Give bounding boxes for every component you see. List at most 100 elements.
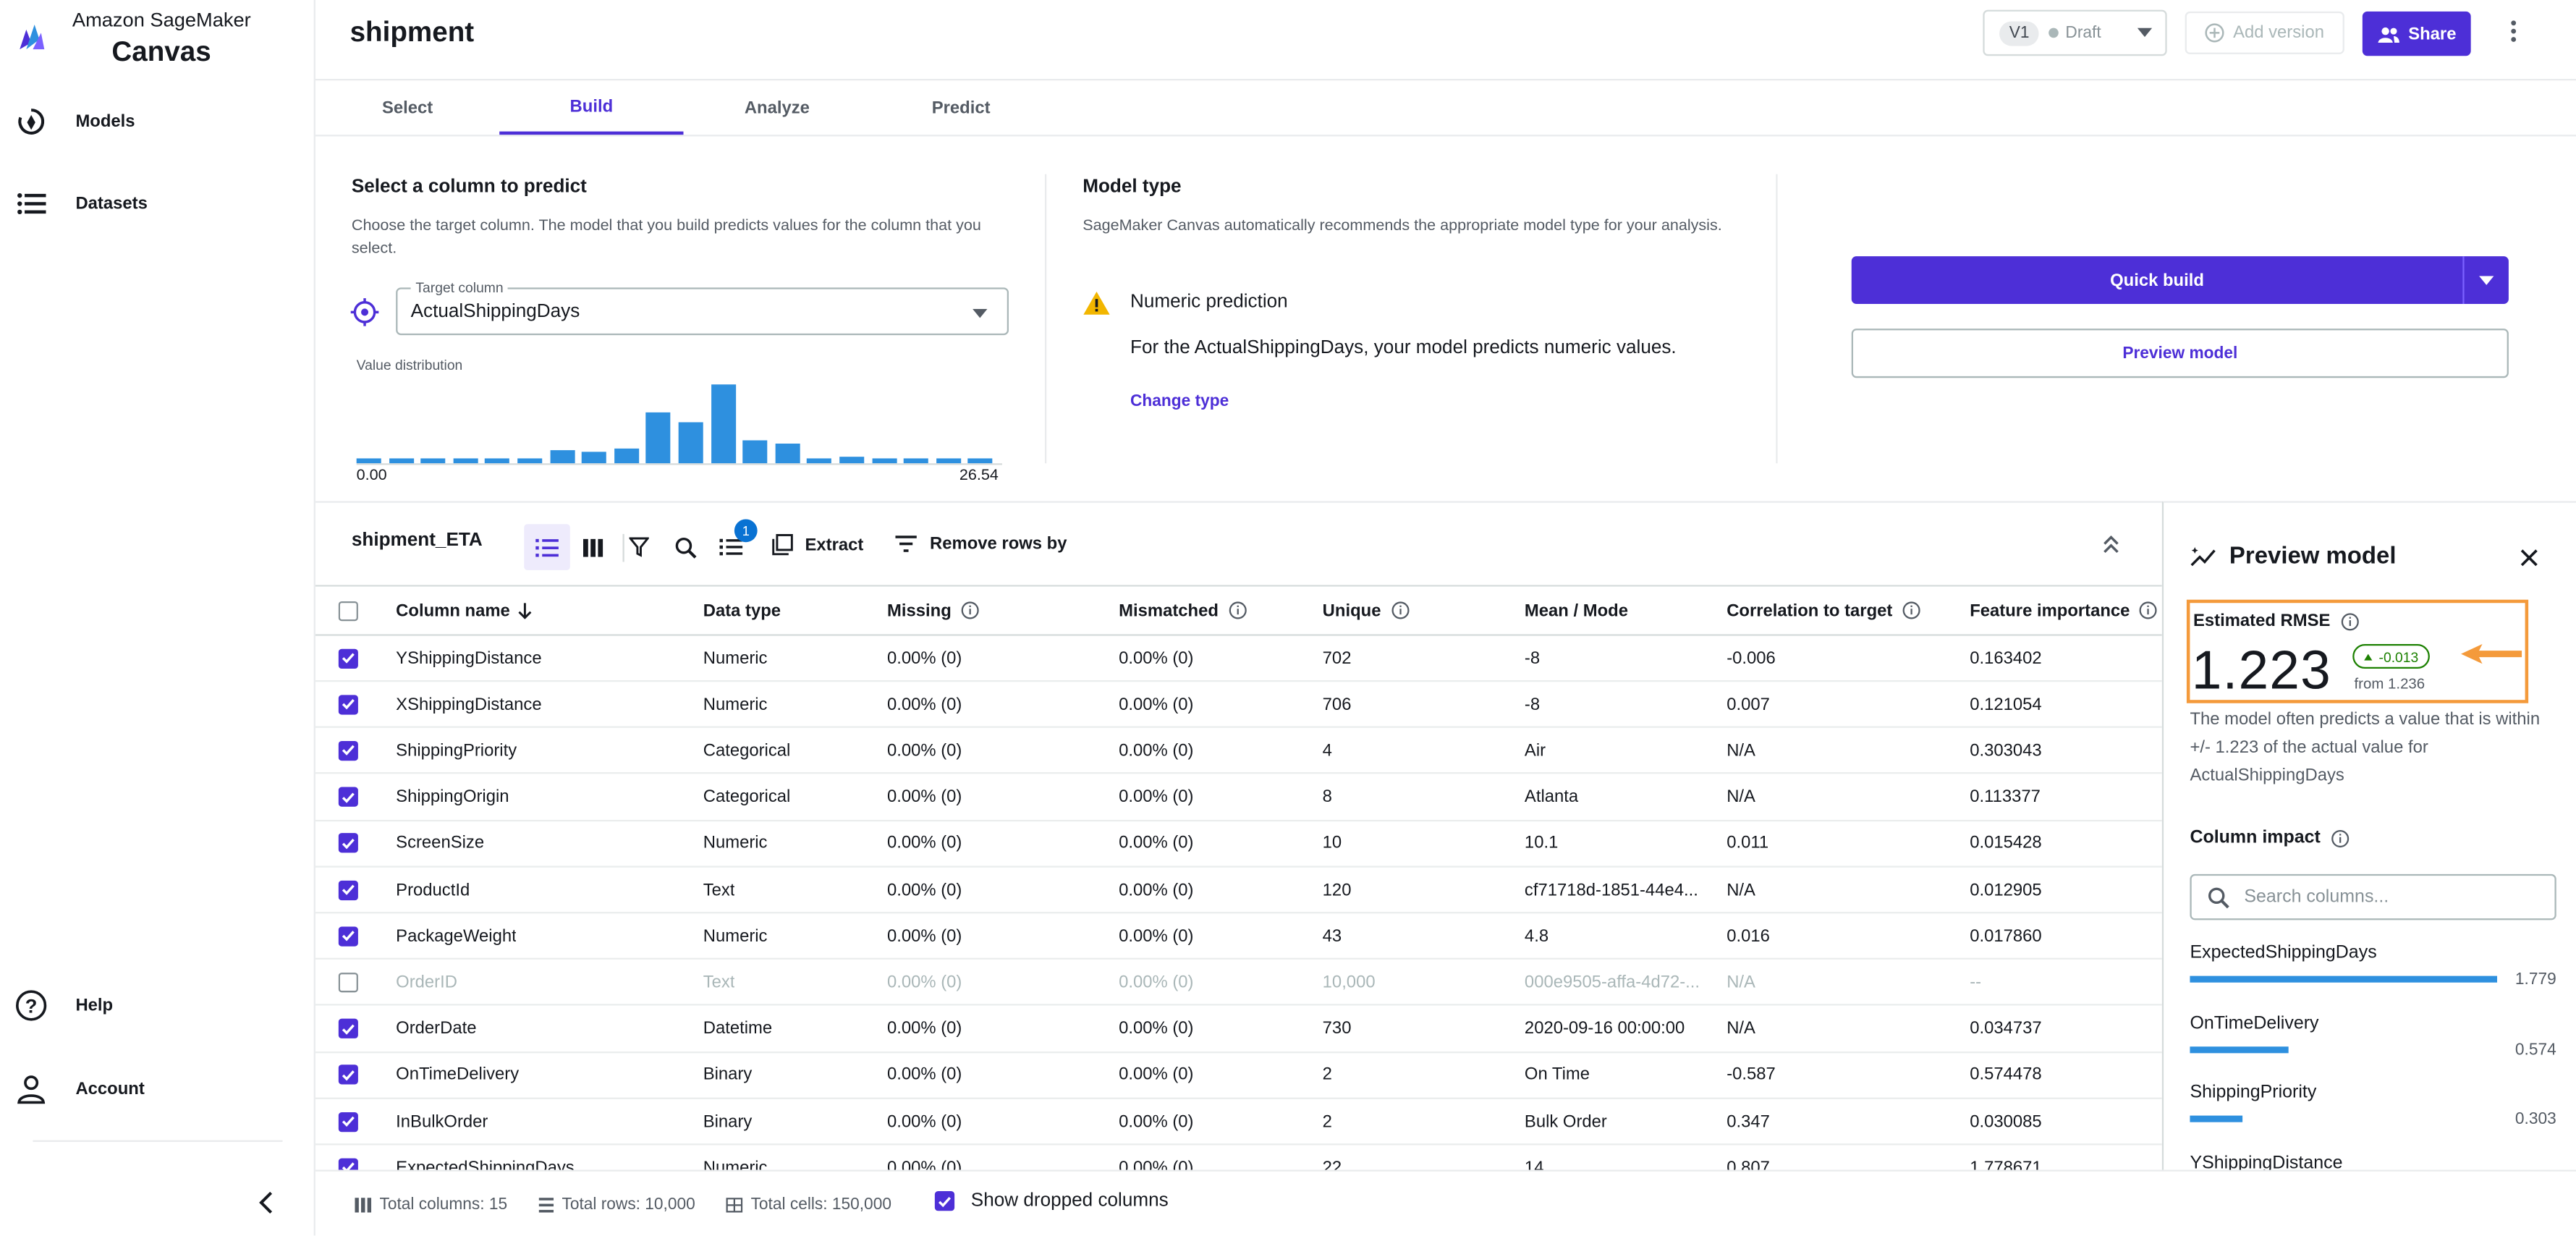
- header-col-importance[interactable]: Feature importance: [1970, 587, 2158, 635]
- checkbox-checked-icon[interactable]: [338, 787, 358, 807]
- row-select-cell[interactable]: [338, 914, 358, 958]
- grid-view-icon[interactable]: [570, 524, 617, 570]
- col-importance: 0.015428: [1970, 833, 2042, 854]
- model-type-heading: Model type: [1082, 177, 1182, 198]
- table-row[interactable]: OrderID Text 0.00% (0) 0.00% (0) 10,000 000e9…: [315, 960, 2162, 1007]
- build-options-dropdown[interactable]: [2462, 256, 2509, 305]
- row-select-cell[interactable]: [338, 1053, 358, 1097]
- header-col-name[interactable]: Column name: [396, 587, 533, 635]
- preview-model-button[interactable]: Preview model: [1851, 329, 2509, 378]
- row-select-cell[interactable]: [338, 1099, 358, 1143]
- row-select-cell[interactable]: [338, 821, 358, 865]
- col-importance: 0.012905: [1970, 879, 2042, 900]
- row-select-cell[interactable]: [338, 729, 358, 773]
- more-options-icon[interactable]: [2510, 20, 2517, 43]
- select-all-cell[interactable]: [338, 587, 358, 635]
- filter-icon[interactable]: [616, 524, 662, 570]
- tab-predict[interactable]: Predict: [931, 98, 991, 118]
- add-version-button[interactable]: Add version: [2185, 11, 2344, 54]
- column-search-input[interactable]: Search columns...: [2190, 873, 2556, 920]
- checkbox-checked-icon[interactable]: [338, 1064, 358, 1085]
- target-column-select[interactable]: Target column ActualShippingDays: [396, 279, 1009, 336]
- tab-analyze[interactable]: Analyze: [744, 98, 810, 118]
- sidebar-item-datasets[interactable]: Datasets: [13, 186, 148, 222]
- checkbox-checked-icon[interactable]: [338, 694, 358, 714]
- checkbox-checked-icon[interactable]: [338, 926, 358, 947]
- header-col-correlation[interactable]: Correlation to target: [1726, 587, 1920, 635]
- table-row[interactable]: InBulkOrder Binary 0.00% (0) 0.00% (0) 2 Bulk…: [315, 1099, 2162, 1146]
- checkbox-checked-icon[interactable]: [338, 648, 358, 668]
- collapse-icon[interactable]: [2103, 534, 2119, 554]
- table-row[interactable]: OnTimeDelivery Binary 0.00% (0) 0.00% (0) 2 O…: [315, 1053, 2162, 1099]
- table-row[interactable]: ShippingPriority Categorical 0.00% (0) 0.00…: [315, 729, 2162, 775]
- table-row[interactable]: OrderDate Datetime 0.00% (0) 0.00% (0) 730 20…: [315, 1007, 2162, 1053]
- row-select-cell[interactable]: [338, 960, 358, 1004]
- header-col-missing[interactable]: Missing: [887, 587, 979, 635]
- checkbox-unchecked-icon[interactable]: [338, 600, 358, 621]
- sidebar-item-account[interactable]: Account: [13, 1071, 145, 1107]
- filter-lines-icon: [895, 536, 917, 552]
- checkbox-unchecked-icon[interactable]: [338, 972, 358, 993]
- histogram-bar: [389, 458, 414, 464]
- sidebar-item-help[interactable]: ? Help: [13, 988, 113, 1024]
- header-col-unique[interactable]: Unique: [1323, 587, 1409, 635]
- row-select-cell[interactable]: [338, 775, 358, 819]
- header-col-mean-mode[interactable]: Mean / Mode: [1525, 587, 1628, 635]
- col-missing: 0.00% (0): [887, 879, 962, 900]
- tab-build[interactable]: Build: [499, 80, 684, 135]
- table-row[interactable]: ShippingOrigin Categorical 0.00% (0) 0.00% …: [315, 775, 2162, 821]
- show-dropped-toggle[interactable]: Show dropped columns: [934, 1191, 1169, 1211]
- collapse-sidebar-icon[interactable]: [256, 1190, 276, 1216]
- histogram-bar: [549, 449, 575, 464]
- col-type: Datetime: [703, 1018, 773, 1039]
- table-row[interactable]: ScreenSize Numeric 0.00% (0) 0.00% (0) 10 10.…: [315, 821, 2162, 868]
- row-select-cell[interactable]: [338, 636, 358, 680]
- row-select-cell[interactable]: [338, 1007, 358, 1051]
- info-icon[interactable]: [1391, 601, 1409, 619]
- sort-desc-icon[interactable]: [518, 602, 533, 619]
- checkbox-checked-icon[interactable]: [338, 1111, 358, 1132]
- total-columns-label: Total columns: 15: [379, 1195, 508, 1214]
- histogram-bar: [775, 443, 800, 464]
- checkbox-checked-icon[interactable]: [338, 833, 358, 854]
- checkbox-checked-icon[interactable]: [338, 879, 358, 900]
- column-impact-bar: [2190, 1115, 2242, 1122]
- table-row[interactable]: PackageWeight Numeric 0.00% (0) 0.00% (0) 43…: [315, 914, 2162, 960]
- col-name: ExpectedShippingDays: [396, 1157, 575, 1170]
- col-mean-mode: On Time: [1524, 1064, 1590, 1085]
- col-missing: 0.00% (0): [887, 740, 962, 761]
- change-type-link[interactable]: Change type: [1130, 392, 1229, 411]
- section-divider: [1776, 174, 1778, 464]
- version-selector[interactable]: V1 Draft: [1983, 9, 2167, 56]
- list-view-icon[interactable]: [524, 524, 570, 570]
- table-row[interactable]: ExpectedShippingDays Numeric 0.00% (0) 0.00…: [315, 1146, 2162, 1170]
- search-icon[interactable]: [662, 524, 708, 570]
- remove-rows-button[interactable]: Remove rows by: [895, 534, 1067, 554]
- table-row[interactable]: XShippingDistance Numeric 0.00% (0) 0.00% (…: [315, 682, 2162, 729]
- checkbox-checked-icon[interactable]: [934, 1191, 955, 1211]
- header-col-mismatched[interactable]: Mismatched: [1119, 587, 1247, 635]
- quick-build-button[interactable]: Quick build: [1851, 256, 2509, 305]
- table-row[interactable]: YShippingDistance Numeric 0.00% (0) 0.00% (…: [315, 636, 2162, 682]
- sidebar-item-models[interactable]: Models: [13, 103, 135, 140]
- col-importance: 0.303043: [1970, 740, 2042, 761]
- row-select-cell[interactable]: [338, 682, 358, 727]
- info-icon[interactable]: [1229, 601, 1247, 619]
- checkbox-checked-icon[interactable]: [338, 1018, 358, 1039]
- transform-list-icon[interactable]: [708, 524, 755, 570]
- tab-select[interactable]: Select: [381, 98, 433, 118]
- info-icon[interactable]: [961, 601, 979, 619]
- row-select-cell[interactable]: [338, 1146, 358, 1170]
- col-mismatched: 0.00% (0): [1119, 833, 1194, 854]
- model-type-detail: For the ActualShippingDays, your model p…: [1130, 338, 1677, 358]
- row-select-cell[interactable]: [338, 868, 358, 912]
- checkbox-checked-icon[interactable]: [338, 740, 358, 761]
- info-icon[interactable]: [2140, 601, 2158, 619]
- header-col-type[interactable]: Data type: [703, 587, 781, 635]
- table-row[interactable]: ProductId Text 0.00% (0) 0.00% (0) 120 cf7171…: [315, 868, 2162, 914]
- info-icon[interactable]: [1902, 601, 1920, 619]
- checkbox-checked-icon[interactable]: [338, 1157, 358, 1170]
- share-button[interactable]: Share: [2362, 11, 2471, 56]
- close-icon[interactable]: [2520, 549, 2538, 567]
- extract-button[interactable]: Extract: [772, 533, 863, 556]
